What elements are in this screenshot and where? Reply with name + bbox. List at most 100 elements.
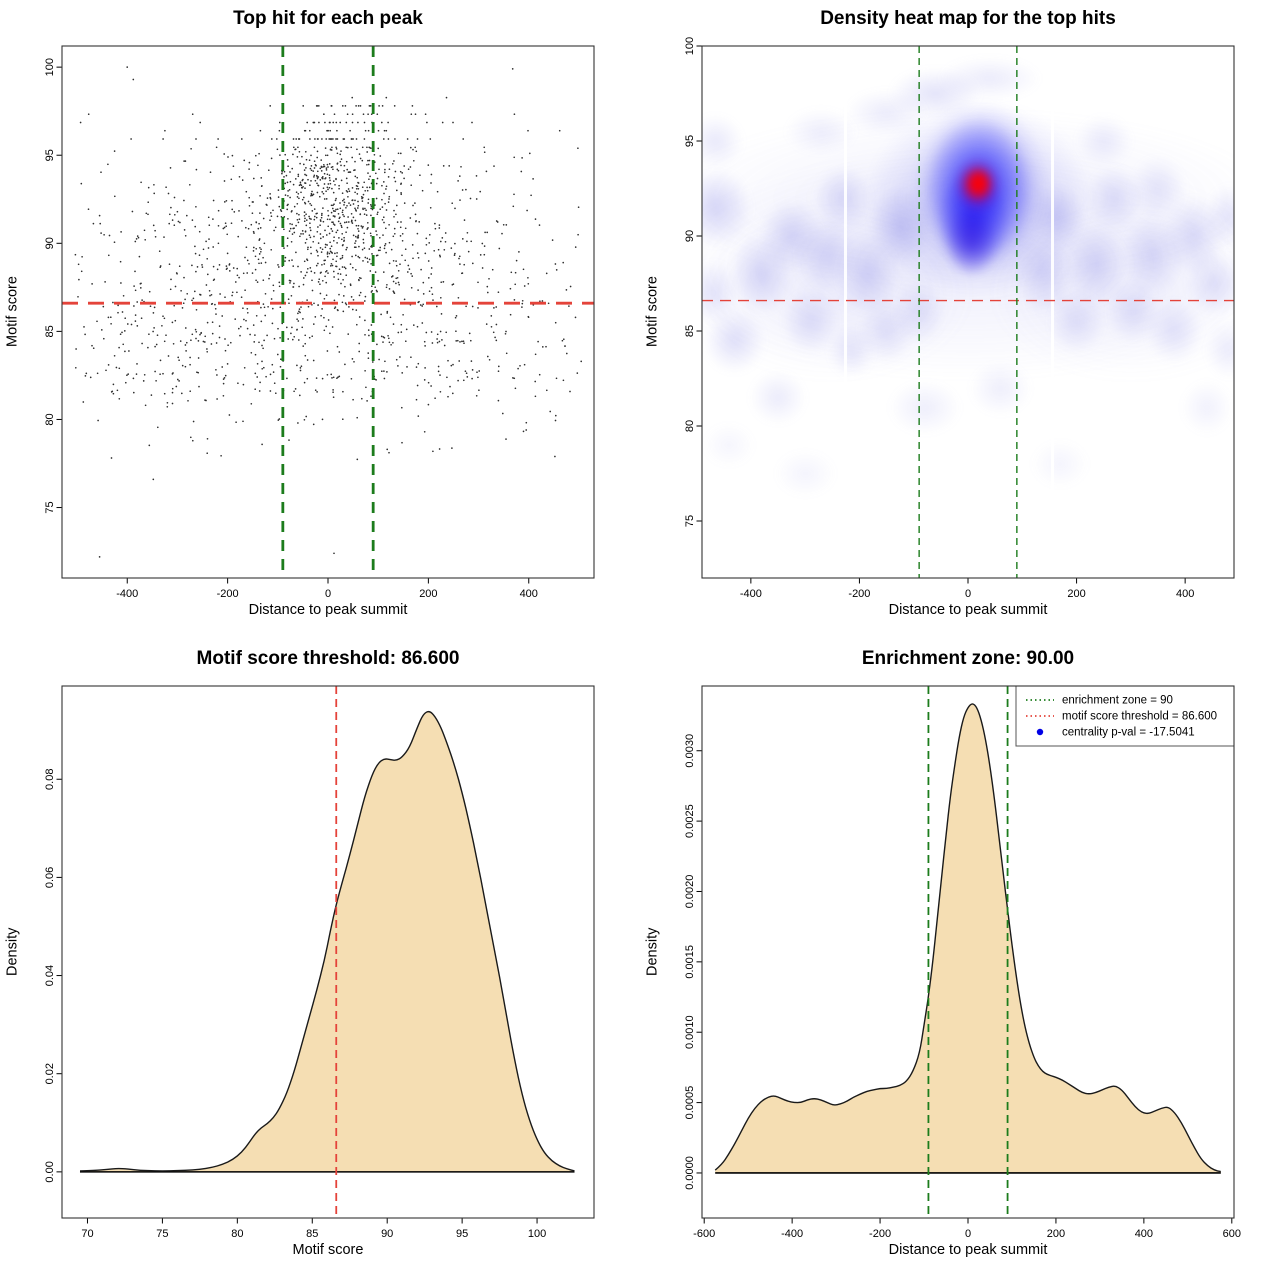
heat-density-blob — [794, 217, 860, 293]
scatter-title: Top hit for each peak — [233, 8, 423, 29]
y-tick-label: 0.0005 — [684, 1086, 696, 1120]
y-tick-label: 0.02 — [44, 1063, 56, 1084]
x-tick-label: 200 — [1047, 1228, 1065, 1240]
heat-density-blob — [1106, 277, 1161, 347]
heat-density-blob — [748, 369, 808, 426]
heat-density-blob — [1204, 182, 1234, 252]
x-tick-label: 400 — [1135, 1228, 1153, 1240]
x-tick-label: 95 — [456, 1228, 468, 1240]
y-tick-label: 0.0010 — [684, 1015, 696, 1049]
x-tick-label: 80 — [231, 1228, 243, 1240]
distance-density-title: Enrichment zone: 90.00 — [861, 648, 1075, 669]
heat-density-blob — [1128, 154, 1188, 223]
heat-density-blob — [826, 321, 876, 379]
heat-density-blob — [1204, 319, 1234, 381]
x-tick-label: 200 — [1067, 588, 1085, 600]
heatmap-ylabel: Motif score — [644, 276, 661, 348]
y-tick-label: 0.0020 — [684, 875, 696, 909]
heat-density-blob — [1120, 213, 1186, 297]
motif-density-xlabel: Motif score — [292, 1242, 364, 1258]
heat-density-blob — [813, 163, 873, 233]
motif-density-title: Motif score threshold: 86.600 — [196, 648, 460, 669]
heat-density-blob — [1030, 439, 1091, 489]
y-tick-label: 0.08 — [44, 769, 56, 790]
legend: enrichment zone = 90 motif score threshol… — [1015, 685, 1235, 747]
x-tick-label: 0 — [965, 588, 971, 600]
motif-density-ylabel: Density — [4, 927, 21, 977]
density-curve — [79, 710, 575, 1172]
y-tick-label: 100 — [684, 37, 696, 55]
heat-density-blob — [1144, 296, 1205, 366]
scatter-points — [74, 66, 583, 558]
heatmap-white-streak — [1050, 46, 1054, 578]
x-tick-label: 0 — [325, 588, 331, 600]
x-tick-label: 70 — [81, 1228, 93, 1240]
scatter-xlabel: Distance to peak summit — [248, 602, 408, 618]
y-tick-label: 90 — [684, 230, 696, 242]
x-tick-label: 75 — [156, 1228, 168, 1240]
legend-label: centrality p-val = -17.5041 — [1062, 727, 1195, 739]
y-tick-label: 80 — [44, 413, 56, 425]
y-tick-label: 85 — [44, 325, 56, 337]
x-tick-label: 85 — [306, 1228, 318, 1240]
y-tick-label: 95 — [684, 135, 696, 147]
heatmap-xlabel: Distance to peak summit — [888, 602, 1048, 618]
y-tick-label: 0.06 — [44, 867, 56, 888]
legend-point-sample — [1036, 728, 1044, 736]
reference-lines — [62, 46, 594, 578]
heat-density-blob — [966, 167, 991, 198]
heat-density-blob — [1179, 378, 1234, 436]
panel-motif-score-density: Motif score threshold: 86.600 Density Mo… — [0, 640, 640, 1280]
y-tick-label: 75 — [44, 501, 56, 513]
heat-density-blob — [1185, 249, 1234, 318]
heat-density-blob — [1046, 287, 1107, 356]
panel-density-heatmap: Density heat map for the top hits Motif … — [640, 0, 1280, 640]
heat-density-blob — [968, 359, 1034, 417]
y-axis: 75 80 85 90 95 100 — [44, 58, 62, 514]
x-tick-label: -400 — [740, 588, 762, 600]
x-tick-label: -200 — [217, 588, 239, 600]
heat-density-blob — [856, 296, 917, 366]
reference-lines — [927, 686, 1009, 1218]
y-tick-label: 85 — [684, 325, 696, 337]
heat-density-blob — [772, 448, 838, 499]
y-tick-label: 0.0015 — [684, 945, 696, 979]
x-axis: -600 -400 -200 0 200 400 600 — [693, 1218, 1241, 1240]
x-axis: 70 75 80 85 90 95 100 — [81, 1218, 546, 1240]
heatmap-plot-svg: -400 -200 0 200 400 75 80 85 90 95 100 — [684, 37, 1235, 600]
density-fill — [715, 703, 1221, 1173]
heat-density-blob — [1063, 222, 1129, 307]
plot-border — [701, 45, 1235, 579]
y-axis: 75 80 85 90 95 100 — [684, 37, 702, 527]
heatmap-layer — [702, 46, 1234, 578]
x-tick-label: -400 — [781, 1228, 803, 1240]
y-tick-label: 100 — [44, 58, 56, 76]
panel-top-hit-scatter: Top hit for each peak Motif score Distan… — [0, 0, 640, 640]
x-tick-label: 600 — [1223, 1228, 1241, 1240]
y-axis: 0.0000 0.0005 0.0010 0.0015 0.0020 0.0025 0.00… — [684, 734, 702, 1190]
plot-border — [701, 685, 1235, 1219]
x-tick-label: -200 — [869, 1228, 891, 1240]
heat-density-blob — [1084, 163, 1145, 233]
legend-label: enrichment zone = 90 — [1062, 695, 1173, 707]
heat-density-blob — [702, 165, 754, 250]
heatmap-title: Density heat map for the top hits — [820, 8, 1116, 29]
x-tick-label: 90 — [381, 1228, 393, 1240]
y-tick-label: 0.0030 — [684, 734, 696, 768]
motif-density-plot-svg: 70 75 80 85 90 95 100 0.00 0.02 0.04 0.06 0.08 — [44, 685, 595, 1240]
x-tick-label: -600 — [693, 1228, 715, 1240]
distance-density-plot-svg: -600 -400 -200 0 200 400 600 0.0000 0.0005 0.0010… — [684, 685, 1241, 1240]
heat-density-blob — [702, 112, 746, 170]
heat-density-blob — [702, 422, 757, 468]
heat-density-blob — [729, 232, 795, 316]
x-tick-label: 200 — [419, 588, 437, 600]
reference-lines — [702, 46, 1234, 578]
x-tick-label: -200 — [848, 588, 870, 600]
distance-density-ylabel: Density — [644, 927, 661, 977]
y-axis: 0.00 0.02 0.04 0.06 0.08 — [44, 769, 62, 1183]
x-tick-label: 0 — [965, 1228, 971, 1240]
density-curve — [714, 703, 1221, 1173]
heat-density-blob — [759, 198, 825, 274]
plot-border — [61, 685, 595, 1219]
